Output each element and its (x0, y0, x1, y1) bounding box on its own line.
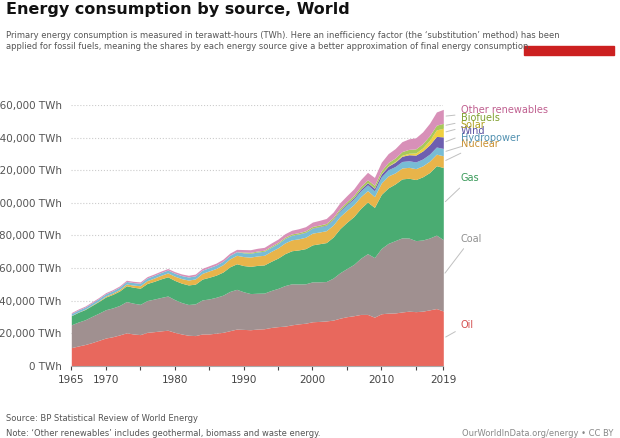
Text: Wind: Wind (446, 126, 485, 141)
Text: Solar: Solar (446, 120, 485, 132)
Text: Biofuels: Biofuels (446, 113, 499, 125)
Text: Gas: Gas (445, 173, 479, 201)
Text: in Data: in Data (551, 29, 587, 38)
Text: Energy consumption by source, World: Energy consumption by source, World (6, 2, 350, 17)
Text: Other renewables: Other renewables (446, 105, 547, 116)
Text: Hydropower: Hydropower (446, 133, 520, 151)
Text: OurWorldInData.org/energy • CC BY: OurWorldInData.org/energy • CC BY (463, 429, 614, 438)
Text: Nuclear: Nuclear (446, 139, 498, 160)
Text: Note: ‘Other renewables’ includes geothermal, biomass and waste energy.: Note: ‘Other renewables’ includes geothe… (6, 429, 321, 438)
Text: Source: BP Statistical Review of World Energy: Source: BP Statistical Review of World E… (6, 414, 198, 423)
Text: Primary energy consumption is measured in terawatt-hours (TWh). Here an ineffici: Primary energy consumption is measured i… (6, 31, 560, 51)
Bar (524, 46, 614, 55)
Text: Oil: Oil (446, 320, 474, 337)
Text: Our World: Our World (543, 15, 595, 24)
Text: Coal: Coal (445, 234, 482, 273)
